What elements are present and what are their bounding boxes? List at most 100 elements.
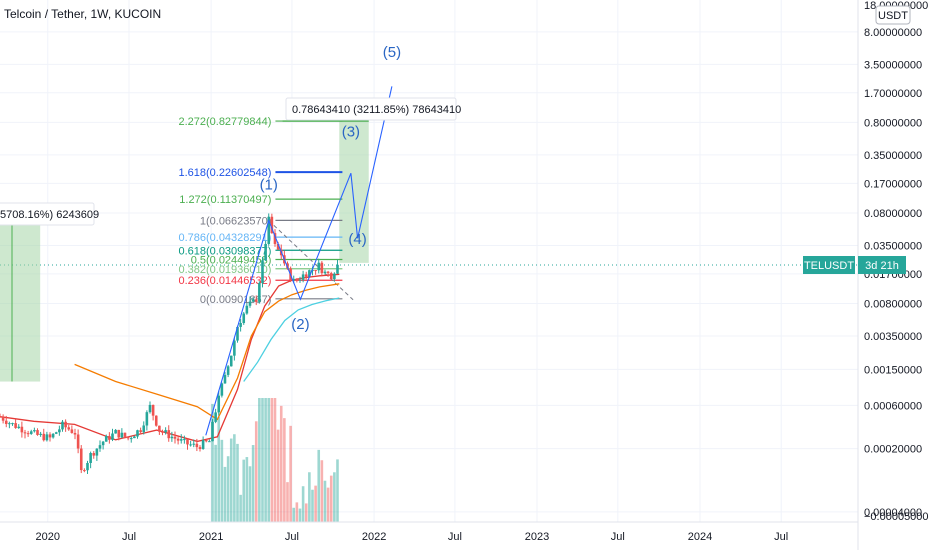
fib-1-label: 1(0.06623570) [200, 215, 272, 227]
fib-1618-level[interactable]: 1.618(0.22602548) [178, 167, 343, 179]
candle-body [229, 355, 233, 367]
price-candle [304, 271, 308, 280]
elliott-wave-path[interactable] [205, 86, 393, 436]
price-candle [183, 435, 186, 444]
price-candle [189, 440, 192, 447]
fib-0618-level[interactable]: 0.618(0.03098377) [178, 245, 343, 257]
volume-bar [223, 466, 227, 522]
volume-bar [336, 459, 339, 522]
x-tick-label: 2020 [36, 531, 60, 543]
y-tick-label: 0.00800000 [864, 299, 922, 311]
candle-body [142, 425, 146, 433]
volume-bar [220, 439, 224, 522]
price-candle [264, 240, 267, 262]
price-candle [136, 429, 139, 439]
candle-body [295, 278, 299, 280]
price-candle [151, 404, 155, 421]
price-candle [301, 270, 305, 283]
fib-1272-level[interactable]: 1.272(0.11370497) [179, 194, 343, 206]
x-tick-label: Jul [448, 531, 462, 543]
candle-body [98, 445, 102, 449]
currency-badge-box[interactable] [875, 5, 911, 25]
candle-body [101, 441, 105, 446]
candle-body [292, 278, 296, 281]
price-candle [117, 429, 121, 441]
candle-body [258, 283, 261, 302]
fibonacci-layer[interactable]: 2.272(0.82779844) 1.618(0.22602548) 1.272(… [178, 116, 369, 306]
price-candle [158, 425, 161, 435]
price-candle [167, 425, 171, 442]
price-candle [211, 419, 214, 442]
x-tick-label: 2022 [362, 531, 386, 543]
price-candle [64, 419, 67, 432]
volume-bar [323, 480, 327, 522]
volume-bar [239, 494, 242, 522]
fib-0382-level[interactable]: 0.382(0.01936010) [178, 264, 343, 276]
fib-trend-dashed-line [268, 220, 354, 301]
volume-bar [301, 486, 305, 522]
price-candle [133, 435, 136, 439]
volume-layer [211, 398, 339, 522]
volume-bar [276, 429, 280, 522]
price-candle [79, 445, 83, 474]
measure-label-main-box [285, 97, 457, 121]
fib-1-level[interactable]: 1(0.06623570) [200, 215, 343, 227]
price-candle [161, 429, 164, 436]
x-tick-label: 2021 [199, 531, 223, 543]
price-candle [129, 436, 133, 443]
candle-body [201, 440, 205, 449]
volume-bar [267, 398, 271, 522]
candle-body [123, 432, 127, 437]
candle-body [54, 432, 58, 434]
volume-bar [279, 405, 283, 522]
candle-body [133, 436, 136, 439]
candle-body [189, 444, 192, 446]
y-tick-label: 3.50000000 [864, 59, 922, 71]
price-candle [204, 439, 208, 443]
price-candle [95, 448, 99, 461]
projection-box-left [0, 220, 41, 382]
fib-05-level[interactable]: 0.5(0.02449458) [191, 255, 343, 267]
x-tick-label: Jul [611, 531, 625, 543]
price-candle [270, 213, 274, 234]
fib-0786-level[interactable]: 0.786(0.04328291) [178, 232, 343, 244]
y-tick-label: 0.00350000 [864, 331, 922, 343]
candle-body [64, 421, 67, 428]
projection-box-main [339, 121, 369, 263]
volume-bar [320, 460, 324, 522]
currency-badge-label: USDT [878, 10, 908, 22]
fib-0-level[interactable]: 0(0.00901867) [200, 294, 343, 306]
price-candle [214, 408, 217, 424]
currency-badge[interactable]: USDT [875, 5, 911, 25]
fib-0236-level[interactable]: 0.236(0.01446532) [178, 275, 343, 287]
price-candle [29, 429, 33, 435]
candle-body [61, 421, 64, 430]
candle-body [220, 383, 224, 396]
volume-bar [308, 472, 311, 522]
y-tick-label: 0.08000000 [864, 208, 922, 220]
price-candle [51, 433, 55, 439]
candle-body [92, 453, 96, 456]
volume-bar [214, 444, 217, 522]
candle-body [242, 313, 246, 324]
candle-body [48, 434, 52, 438]
candle-body [317, 262, 321, 271]
fib-2272-label: 2.272(0.82779844) [178, 116, 271, 128]
y-tick-label: 0.00020000 [864, 444, 922, 456]
candle-body [83, 470, 86, 472]
candle-body [89, 453, 92, 463]
price-candle [223, 371, 227, 384]
candle-body [14, 423, 17, 428]
price-candle [17, 424, 21, 429]
candle-body [214, 412, 217, 422]
candle-body [120, 432, 124, 438]
fib-0382-label: 0.382(0.01936010) [178, 264, 271, 276]
candle-body [198, 447, 202, 449]
elliott-wave-layer[interactable]: (1) (2) (3) (4) (5) [205, 44, 401, 436]
y-tick-label: 0.35000000 [864, 150, 922, 162]
fib-0-label: 0(0.00901867) [200, 294, 272, 306]
candle-body [308, 270, 311, 277]
price-candle [58, 425, 61, 436]
